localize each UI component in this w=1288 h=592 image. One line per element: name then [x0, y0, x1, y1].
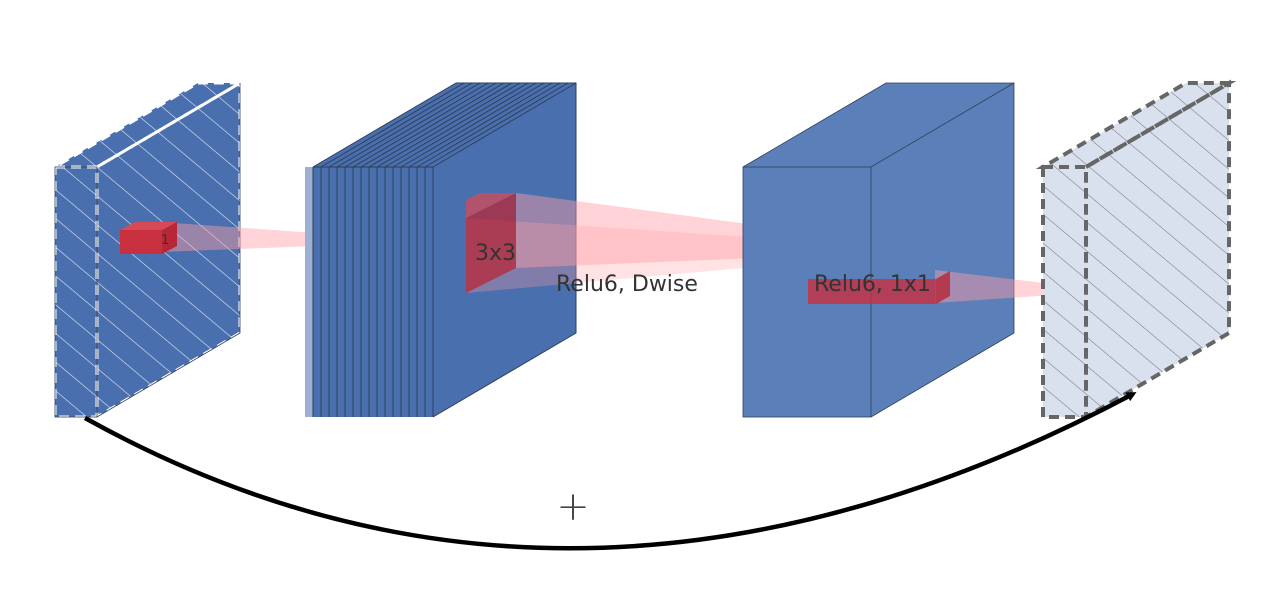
input-channel-label: 1 — [161, 233, 169, 248]
output-tensor — [1035, 79, 1237, 421]
pointwise-op-label: Relu6, 1x1 — [814, 272, 931, 297]
projection-cone-1 — [160, 222, 315, 252]
projection-cone-2b — [466, 218, 943, 293]
pointwise-kernel — [808, 271, 950, 304]
input-kernel — [120, 222, 177, 254]
depthwise-kernel — [466, 193, 516, 293]
projection-cone-3 — [935, 270, 1112, 303]
residual-arrow — [83, 392, 1137, 551]
expansion-slices — [312, 82, 577, 418]
depthwise-output-block — [742, 82, 1015, 418]
residual-add-label: + — [556, 484, 590, 530]
depthwise-op-label: Relu6, Dwise — [556, 272, 698, 297]
kernel-size-label: 3x3 — [475, 241, 516, 266]
